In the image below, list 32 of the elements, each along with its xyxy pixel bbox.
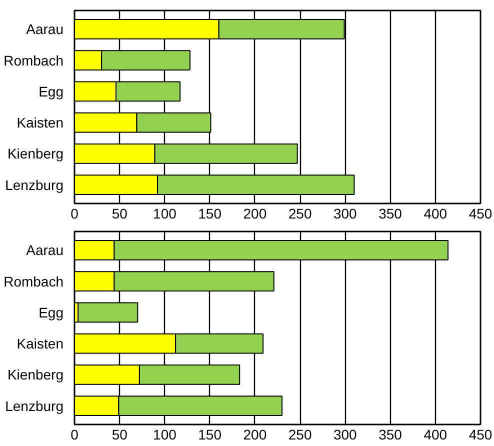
- x-tick-label: 350: [378, 206, 402, 222]
- y-tick-label: Kienberg: [7, 146, 64, 162]
- x-tick-label: 50: [112, 426, 128, 442]
- x-tick-label: 150: [198, 426, 222, 442]
- x-tick-label: 250: [288, 206, 312, 222]
- x-tick-label: 0: [70, 426, 79, 442]
- y-tick-label: Aarau: [26, 21, 64, 38]
- x-tick-label: 450: [468, 426, 492, 442]
- x-tick-label: 350: [378, 426, 402, 442]
- y-tick-label: Kaisten: [16, 114, 64, 131]
- y-tick-label: Kaisten: [16, 336, 64, 352]
- x-tick-label: 200: [243, 206, 267, 222]
- x-tick-label: 250: [288, 426, 312, 442]
- x-tick-label: 100: [153, 426, 177, 442]
- x-tick-label: 300: [333, 426, 358, 442]
- x-tick-label: 400: [424, 426, 448, 442]
- x-tick-label: 100: [153, 206, 177, 222]
- x-tick-label: 0: [70, 206, 79, 222]
- y-tick-label: Egg: [38, 83, 64, 100]
- y-tick-label: Rombach: [4, 273, 64, 290]
- x-tick-label: 400: [424, 206, 448, 222]
- y-tick-label: Rombach: [4, 52, 64, 68]
- x-tick-label: 150: [198, 206, 222, 222]
- y-tick-label: Egg: [38, 304, 64, 320]
- x-tick-label: 200: [243, 426, 267, 442]
- x-tick-label: 300: [333, 206, 358, 222]
- y-tick-label: Lenzburg: [5, 176, 64, 193]
- x-tick-label: 450: [468, 206, 492, 222]
- y-tick-label: Lenzburg: [5, 398, 64, 414]
- y-tick-label: Aarau: [26, 242, 64, 258]
- y-tick-label: Kienberg: [7, 366, 64, 383]
- x-tick-label: 50: [112, 206, 128, 222]
